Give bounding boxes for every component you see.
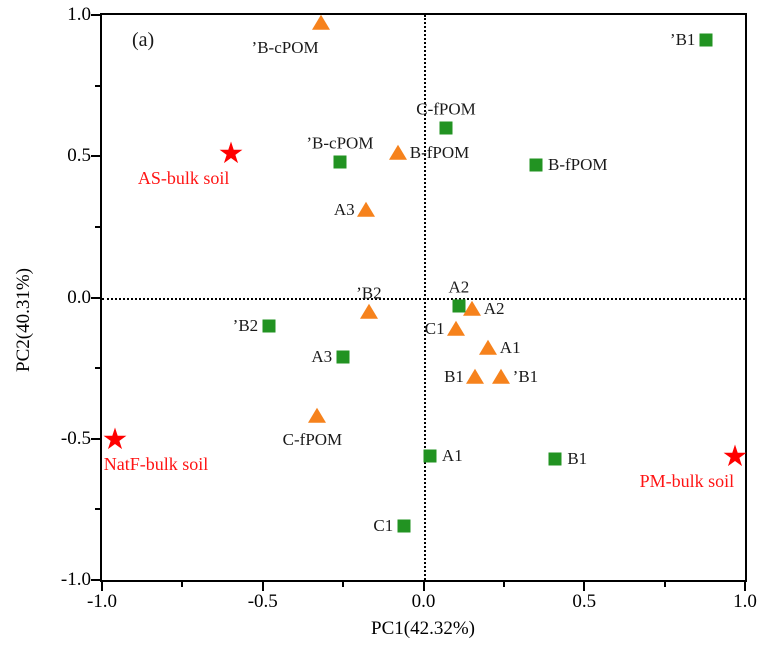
square-data-point-marker	[423, 449, 437, 463]
data-point-label: B1	[444, 366, 464, 386]
square-data-point-marker	[699, 33, 713, 47]
data-point-label: NatF-bulk soil	[103, 453, 209, 474]
y-axis-minor-tick	[95, 225, 100, 228]
square-data-point-marker	[333, 155, 347, 169]
star-icon	[219, 141, 243, 164]
x-axis-minor-tick	[663, 582, 666, 587]
y-axis-tick-label: -1.0	[60, 569, 91, 590]
data-point-label: B-fPOM	[409, 143, 470, 163]
x-axis-major-tick	[101, 582, 103, 591]
star-icon	[723, 444, 747, 466]
star-data-point-marker	[103, 427, 127, 450]
data-point-label: PM-bulk soil	[639, 470, 735, 491]
data-point-label: ’B1	[512, 366, 539, 386]
y-axis-major-tick	[91, 155, 100, 158]
square-data-point-marker	[529, 158, 543, 172]
data-point-label: C-fPOM	[282, 430, 343, 450]
data-point-label: ’B-cPOM	[251, 38, 319, 58]
data-point-label: C1	[424, 318, 445, 338]
square-data-point-marker	[452, 299, 466, 313]
star-icon	[103, 427, 127, 449]
y-axis-major-tick	[91, 579, 100, 581]
data-point-label: B-fPOM	[548, 154, 608, 174]
square-data-point-marker	[548, 452, 562, 466]
data-point-label: A2	[483, 299, 505, 319]
triangle-data-point-marker	[308, 407, 327, 423]
zero-vertical-reference-line	[423, 15, 426, 580]
triangle-data-point-marker	[356, 201, 375, 217]
y-axis-title: PC2(40.31%)	[13, 268, 34, 372]
triangle-data-point-marker	[462, 300, 481, 316]
triangle-data-point-marker	[491, 368, 510, 384]
y-axis-tick-label: 1.0	[67, 4, 91, 25]
data-point-label: A2	[448, 277, 470, 297]
triangle-data-point-marker	[359, 303, 378, 319]
y-axis-major-tick	[91, 14, 100, 16]
x-axis-tick-label: -0.5	[247, 591, 278, 612]
plot-area: (a) -1.0 -0.5 0.0 0.5 1.0 1.0 0.5 0.0 -0.5 -1.0 ’B…	[61, 4, 757, 612]
square-data-point-marker	[262, 319, 276, 333]
x-axis-major-tick	[261, 582, 264, 591]
data-point-label: A1	[499, 338, 521, 358]
y-axis-minor-tick	[95, 508, 100, 511]
x-axis-tick-label: 0.5	[572, 591, 597, 612]
triangle-data-point-marker	[311, 15, 330, 31]
square-data-point-marker	[397, 519, 411, 533]
data-point-label: A1	[441, 445, 463, 465]
y-axis-tick-label: 0.5	[67, 145, 91, 167]
x-axis-major-tick	[422, 582, 425, 591]
data-point-label: ’B2	[232, 315, 259, 335]
x-axis-tick-label: 1.0	[733, 591, 757, 612]
data-point-label: A3	[311, 347, 333, 367]
data-point-label: C-fPOM	[416, 99, 476, 119]
star-data-point-marker	[219, 141, 243, 164]
triangle-data-point-marker	[478, 340, 497, 356]
y-axis-major-tick	[91, 437, 100, 440]
x-axis-minor-tick	[342, 582, 345, 587]
square-data-point-marker	[439, 121, 453, 135]
data-point-label: A3	[333, 200, 355, 220]
y-axis-tick-label: 0.0	[67, 286, 91, 308]
triangle-data-point-marker	[446, 320, 465, 336]
x-axis-minor-tick	[181, 582, 184, 587]
square-data-point-marker	[336, 350, 350, 364]
x-axis-tick-label: 0.0	[411, 591, 436, 612]
data-point-label: ’B1	[669, 30, 696, 50]
data-point-label: C1	[373, 516, 394, 536]
y-axis-tick-label: -0.5	[60, 427, 91, 449]
data-point-label: B1	[567, 448, 588, 468]
data-point-label: ’B2	[356, 283, 382, 303]
x-axis-tick-label: -1.0	[86, 591, 118, 612]
y-axis-minor-tick	[95, 84, 100, 87]
panel-label: (a)	[132, 29, 155, 51]
x-axis-major-tick	[583, 582, 586, 591]
y-axis-minor-tick	[95, 367, 100, 370]
star-data-point-marker	[723, 444, 747, 467]
data-point-label: ’B-cPOM	[306, 133, 374, 153]
triangle-data-point-marker	[465, 368, 484, 384]
y-axis-major-tick	[91, 296, 100, 299]
x-axis-title: PC1(42.32%)	[371, 618, 475, 639]
triangle-data-point-marker	[388, 145, 407, 161]
x-axis-minor-tick	[502, 582, 505, 587]
x-axis-major-tick	[744, 582, 746, 591]
data-point-label: AS-bulk soil	[137, 168, 230, 189]
